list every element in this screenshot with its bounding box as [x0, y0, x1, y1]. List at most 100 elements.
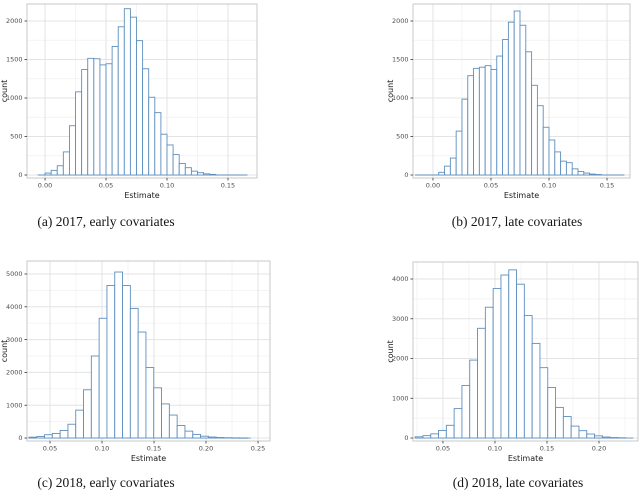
histogram-bar: [449, 157, 457, 176]
histogram-bar: [455, 130, 463, 176]
x-tick-label: 0.00: [38, 182, 52, 190]
histogram-bar: [496, 55, 504, 176]
histogram-bar: [83, 389, 92, 439]
histogram-bar: [589, 173, 596, 176]
axes: 0.00 0.05 0.10 0.15 0 500 1000 1500 2000 Estimate…: [0, 17, 235, 200]
histogram-bar: [168, 414, 178, 439]
histogram-bar: [478, 66, 486, 176]
subfigure-2017-early: 0.00 0.05 0.10 0.15 0 500 1000 1500 2000 Estimate…: [0, 0, 320, 240]
x-tick-label: 0.05: [99, 182, 113, 190]
x-tick-label: 0.15: [540, 445, 554, 453]
y-axis-title: count: [0, 340, 9, 363]
axes: 0.05 0.10 0.15 0.20 0.25 0 1000 2000 3000 4000 500…: [0, 270, 265, 463]
histogram-bar: [67, 423, 77, 439]
histogram-bar: [148, 96, 156, 176]
y-tick-label: 0: [18, 434, 22, 442]
histogram-bar: [492, 288, 502, 439]
histogram-bar: [562, 416, 572, 439]
histogram-bar: [507, 21, 515, 176]
x-tick-label: 0.10: [95, 445, 109, 453]
histogram-bar: [523, 315, 533, 439]
histogram-bar: [453, 408, 463, 439]
y-tick-label: 1500: [6, 56, 23, 64]
y-tick-label: 2000: [392, 17, 409, 25]
x-tick-label: 0.15: [221, 182, 235, 190]
x-tick-label: 0.25: [251, 445, 265, 453]
histogram-bar: [184, 430, 194, 439]
histogram-bar: [484, 306, 494, 439]
subfigure-a-caption: (a) 2017, early covariates: [37, 214, 175, 229]
histogram-bar: [59, 430, 69, 439]
histogram-bar: [136, 40, 144, 176]
histogram-bar: [145, 367, 155, 439]
histogram-bar: [414, 436, 424, 439]
x-tick-label: 0.00: [426, 182, 440, 190]
histogram-bar: [129, 16, 137, 176]
y-tick-label: 4000: [6, 303, 23, 311]
x-tick-label: 0.05: [436, 445, 450, 453]
y-tick-label: 2000: [6, 369, 23, 377]
y-tick-label: 2000: [6, 17, 23, 25]
histogram-bar: [547, 387, 557, 439]
histogram-bar: [531, 84, 538, 176]
histogram-bar: [502, 39, 509, 176]
grid-major: [27, 261, 270, 441]
histogram-bar: [153, 387, 163, 439]
y-tick-label: 1000: [392, 394, 409, 402]
subfigure-b-caption: (b) 2017, late covariates: [451, 214, 583, 229]
histogram-bar: [571, 168, 579, 176]
histogram-bar: [123, 8, 131, 176]
histogram-bar: [87, 57, 95, 176]
x-tick-label: 0.10: [160, 182, 174, 190]
histogram-bar: [519, 24, 527, 176]
histogram-bar: [75, 409, 84, 439]
histogram-bar: [62, 151, 70, 176]
histogram-bar: [565, 162, 573, 176]
x-tick-label: 0.20: [592, 445, 606, 453]
histogram-bars: [28, 271, 248, 439]
histogram-bar: [129, 307, 139, 439]
histogram-bar: [105, 63, 113, 176]
x-axis-title: Estimate: [124, 191, 159, 200]
histogram-bar: [484, 65, 492, 176]
histogram-bar: [594, 435, 603, 439]
histogram-bar: [548, 139, 556, 176]
histogram-bar: [142, 68, 150, 176]
histogram-bars: [44, 8, 217, 176]
histogram-bar: [467, 75, 475, 176]
x-tick-label: 0.20: [199, 445, 213, 453]
x-tick-label: 0.05: [43, 445, 57, 453]
x-axis-title: Estimate: [131, 454, 166, 463]
subfigure-d-caption: (d) 2018, late covariates: [452, 475, 584, 490]
y-tick-label: 2000: [392, 355, 409, 363]
histogram-bar: [586, 433, 596, 439]
y-tick-label: 1500: [392, 56, 409, 64]
histogram-bar: [601, 436, 611, 439]
histogram-bar: [469, 359, 478, 439]
histogram-bar: [209, 173, 217, 176]
histogram-bar: [137, 331, 147, 439]
histogram-bar: [28, 436, 38, 439]
histogram-bar: [560, 160, 567, 176]
histogram-bar: [473, 67, 480, 176]
histogram-bar: [98, 317, 108, 439]
subfigure-c-caption: (c) 2018, early covariates: [37, 475, 175, 490]
histogram-bar: [203, 173, 211, 176]
histogram-bar: [161, 403, 170, 439]
histogram-bar: [461, 385, 471, 439]
histogram-bar: [160, 133, 168, 176]
histogram-bar: [51, 432, 61, 439]
y-tick-label: 1000: [6, 94, 23, 102]
histogram-bar: [178, 162, 186, 176]
histogram-bar: [513, 10, 521, 176]
subfigure-2017-late: 0.00 0.05 0.10 0.15 0 500 1000 1500 2000 Estimate…: [320, 0, 640, 240]
x-tick-label: 0.15: [147, 445, 161, 453]
histogram-bar: [536, 105, 544, 176]
panel-border: [412, 3, 631, 179]
histogram-bar: [539, 367, 549, 439]
histogram-bar: [500, 274, 510, 439]
histogram-bar: [542, 126, 550, 176]
histogram-bar: [81, 69, 89, 176]
histogram-bar: [44, 434, 53, 439]
